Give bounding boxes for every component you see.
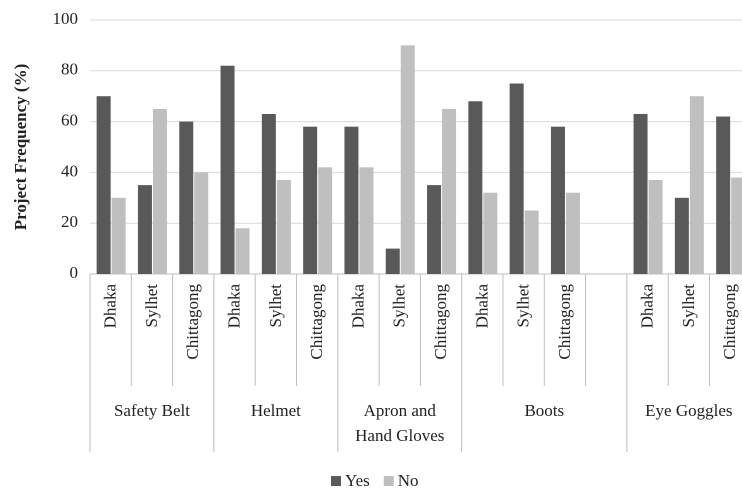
bar bbox=[509, 83, 524, 274]
bar bbox=[96, 96, 111, 274]
group-label: Eye Goggles bbox=[645, 401, 732, 420]
legend-swatch bbox=[331, 476, 341, 486]
x-tick-label: Dhaka bbox=[472, 284, 491, 329]
bar bbox=[359, 167, 374, 274]
y-axis-label: Project Frequency (%) bbox=[11, 64, 30, 230]
bar bbox=[137, 185, 152, 274]
bar bbox=[152, 108, 167, 275]
bar bbox=[565, 192, 580, 274]
bar bbox=[633, 113, 648, 274]
bar bbox=[468, 101, 483, 274]
x-tick-label: Dhaka bbox=[224, 284, 243, 329]
bar bbox=[524, 210, 539, 274]
bar bbox=[179, 121, 194, 274]
y-tick-label: 0 bbox=[70, 263, 79, 282]
bar bbox=[194, 172, 209, 274]
group-label: Boots bbox=[524, 401, 564, 420]
x-tick-label: Chittagong bbox=[720, 284, 739, 360]
group-label: Apron and bbox=[364, 401, 437, 420]
bar bbox=[303, 126, 318, 275]
bar bbox=[385, 248, 400, 274]
x-tick-label: Sylhet bbox=[679, 284, 698, 328]
bar bbox=[648, 180, 663, 274]
bar bbox=[442, 108, 457, 275]
bar bbox=[235, 228, 250, 274]
legend-label: Yes bbox=[345, 471, 370, 490]
bar bbox=[220, 65, 235, 274]
group-label: Helmet bbox=[251, 401, 301, 420]
x-tick-label: Sylhet bbox=[142, 284, 161, 328]
x-tick-label: Dhaka bbox=[637, 284, 656, 329]
x-tick-label: Dhaka bbox=[101, 284, 120, 329]
x-tick-label: Dhaka bbox=[348, 284, 367, 329]
bar bbox=[674, 197, 689, 274]
bar bbox=[427, 185, 442, 274]
x-tick-label: Chittagong bbox=[555, 284, 574, 360]
bar bbox=[550, 126, 565, 275]
bar bbox=[483, 192, 498, 274]
group-label: Safety Belt bbox=[114, 401, 190, 420]
y-tick-label: 40 bbox=[61, 161, 78, 180]
y-tick-label: 60 bbox=[61, 111, 78, 130]
x-tick-label: Sylhet bbox=[266, 284, 285, 328]
legend-swatch bbox=[383, 476, 394, 486]
bar bbox=[400, 45, 415, 275]
x-tick-label: Chittagong bbox=[183, 284, 202, 360]
bar bbox=[261, 113, 276, 274]
bar bbox=[276, 180, 291, 274]
y-tick-label: 20 bbox=[61, 212, 78, 231]
x-tick-label: Sylhet bbox=[390, 284, 409, 328]
bar bbox=[689, 96, 704, 274]
y-tick-label: 100 bbox=[53, 9, 79, 28]
x-tick-label: Sylhet bbox=[514, 284, 533, 328]
x-tick-label: Chittagong bbox=[307, 284, 326, 360]
bar bbox=[716, 116, 731, 275]
y-tick-label: 80 bbox=[61, 60, 78, 79]
bar bbox=[318, 167, 333, 274]
bar bbox=[344, 126, 359, 275]
bar bbox=[111, 197, 126, 274]
bar bbox=[731, 177, 742, 274]
x-tick-label: Chittagong bbox=[431, 284, 450, 360]
group-label: Hand Gloves bbox=[355, 426, 444, 445]
legend-label: No bbox=[398, 471, 419, 490]
